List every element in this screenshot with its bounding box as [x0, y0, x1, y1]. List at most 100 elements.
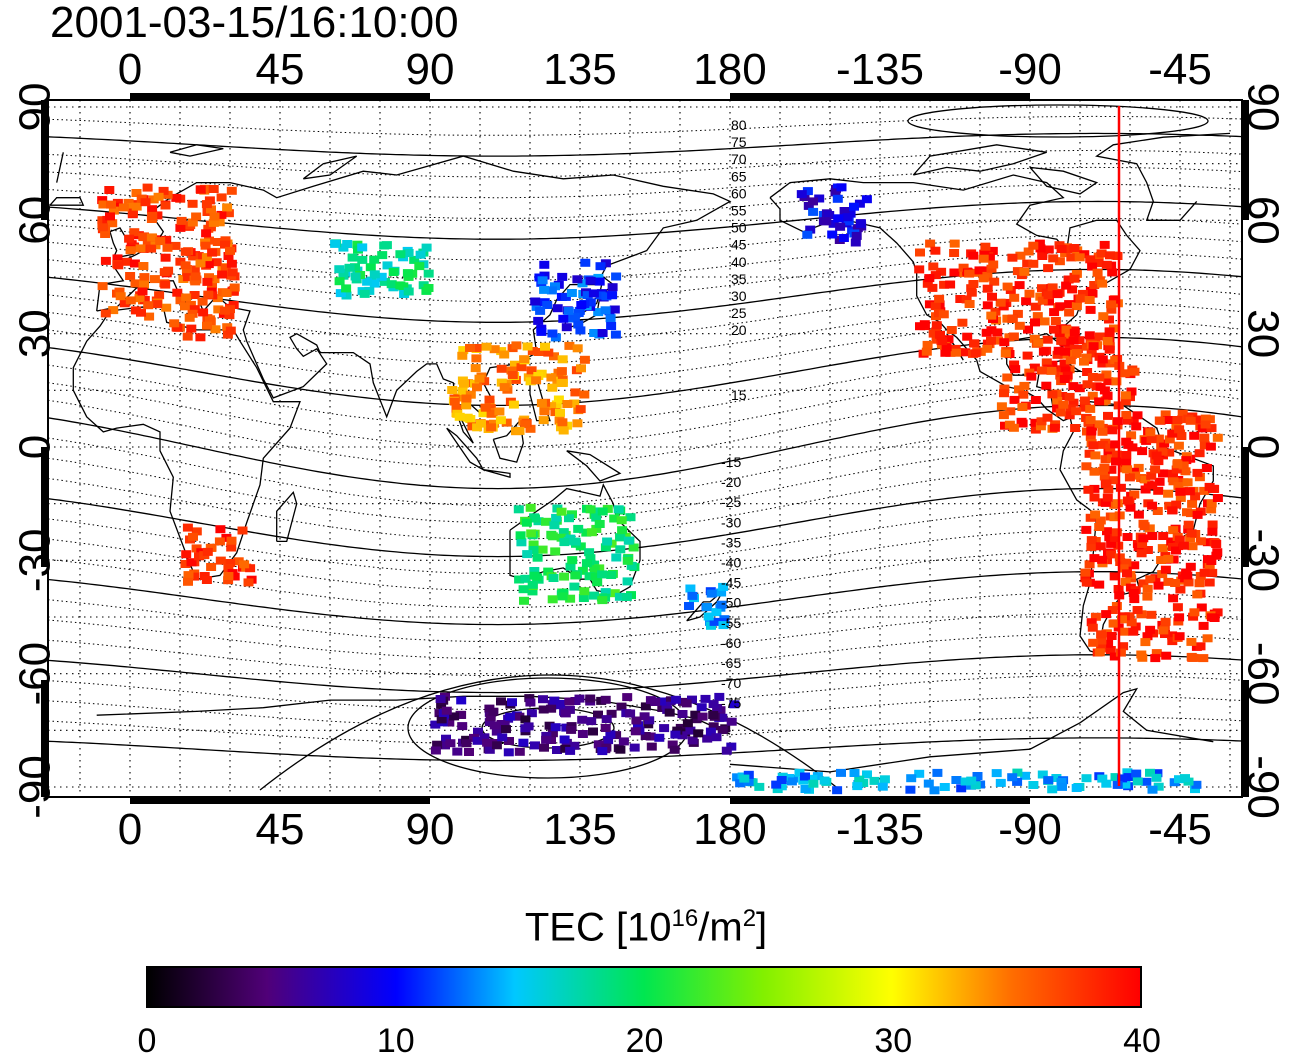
tec-cell — [1064, 300, 1075, 309]
tec-cell — [617, 526, 628, 535]
tec-cell — [1167, 506, 1178, 515]
tec-cell — [966, 776, 977, 785]
tec-cell — [1041, 358, 1052, 367]
tec-cell — [819, 776, 830, 785]
tec-cell — [1157, 544, 1168, 553]
tec-cell — [1084, 449, 1095, 458]
tec-cell — [609, 305, 620, 314]
tec-cell — [711, 733, 722, 742]
tec-cell — [547, 383, 558, 392]
tec-cell — [1103, 411, 1113, 420]
tec-cell — [180, 560, 191, 568]
tec-cell — [531, 376, 542, 385]
tec-cell — [703, 612, 714, 621]
tec-cell — [1071, 302, 1082, 311]
tec-cell — [1099, 463, 1110, 472]
tec-cell — [541, 517, 551, 526]
tec-cell — [589, 591, 599, 600]
tec-cell — [1012, 309, 1023, 318]
magnetic-latitude-line — [48, 217, 1242, 261]
tec-cell — [556, 533, 567, 542]
tec-cell — [494, 407, 505, 416]
tec-cell — [1010, 365, 1021, 374]
tec-cell — [539, 285, 550, 294]
tec-cell — [543, 567, 554, 576]
tec-cell — [1035, 422, 1046, 431]
tec-cell — [592, 578, 603, 587]
tec-cell — [216, 193, 227, 202]
tec-cell — [808, 197, 818, 206]
tec-cell — [1024, 289, 1035, 298]
tec-cell — [560, 292, 571, 301]
tec-cell — [1212, 433, 1223, 442]
tec-cell — [1123, 416, 1133, 425]
coastline — [769, 174, 1141, 422]
tec-cell — [350, 263, 360, 272]
tec-cell — [144, 312, 155, 321]
tec-cell — [861, 195, 872, 204]
tec-cell — [640, 732, 651, 740]
latitude-tick-right: -60 — [1239, 642, 1288, 706]
colorbar-title-exponent: 16 — [671, 905, 699, 932]
tec-cell — [739, 774, 750, 783]
coastline — [492, 419, 524, 463]
tec-cell — [138, 233, 149, 242]
tec-cell — [1163, 489, 1174, 498]
tec-cell — [1124, 473, 1135, 482]
tec-cell — [514, 747, 525, 756]
tec-cell — [1196, 603, 1207, 612]
tec-cell — [702, 603, 713, 612]
tec-cell — [338, 271, 349, 280]
longitude-tick-bottom: -90 — [998, 805, 1062, 854]
tec-cell — [1005, 407, 1016, 416]
tec-cell — [1171, 465, 1182, 474]
tec-cell — [1136, 549, 1147, 558]
tec-cell — [189, 305, 200, 314]
tec-cell — [175, 296, 186, 305]
tec-cell — [1072, 345, 1083, 353]
tec-cell — [1089, 281, 1100, 289]
tec-cell — [1120, 391, 1131, 400]
tec-cell — [600, 588, 611, 597]
tec-cell — [1055, 408, 1066, 417]
tec-cell — [1068, 336, 1079, 345]
tec-cell — [548, 574, 559, 582]
tec-cell — [403, 287, 414, 296]
tec-cell — [1107, 426, 1118, 435]
tec-cell — [1043, 245, 1054, 254]
tec-cell — [1204, 415, 1215, 424]
tec-cell — [183, 571, 194, 580]
tec-cell — [540, 342, 550, 351]
tec-cell — [152, 211, 163, 220]
tec-cell — [1121, 437, 1132, 446]
tec-cell — [702, 734, 713, 743]
tec-cell — [525, 698, 536, 707]
tec-cell — [629, 743, 640, 752]
tec-cell — [1100, 498, 1111, 507]
tec-cell — [923, 779, 934, 788]
tec-cell — [1192, 510, 1203, 519]
tec-cell — [1159, 439, 1170, 448]
tec-cell — [614, 592, 625, 601]
tec-cell — [1097, 555, 1108, 564]
tec-cell — [1030, 396, 1041, 404]
tec-cell — [578, 594, 589, 602]
tec-cell — [432, 740, 443, 749]
tec-cell — [1106, 300, 1117, 309]
tec-cell — [1129, 561, 1140, 570]
tec-cell — [932, 768, 943, 777]
tec-cell — [440, 741, 450, 750]
tec-cell — [1107, 606, 1118, 614]
tec-cell — [107, 219, 118, 228]
tec-cell — [220, 236, 231, 245]
tec-cell — [986, 264, 997, 273]
tec-cell — [1099, 240, 1110, 249]
tec-cell — [195, 185, 206, 194]
tec-cell — [1185, 534, 1196, 543]
tec-cell — [671, 695, 681, 704]
tec-cell — [470, 364, 481, 373]
tec-cell — [615, 533, 626, 542]
tec-cell — [205, 317, 216, 326]
tec-cell — [1199, 441, 1210, 450]
tec-cell — [972, 772, 983, 780]
